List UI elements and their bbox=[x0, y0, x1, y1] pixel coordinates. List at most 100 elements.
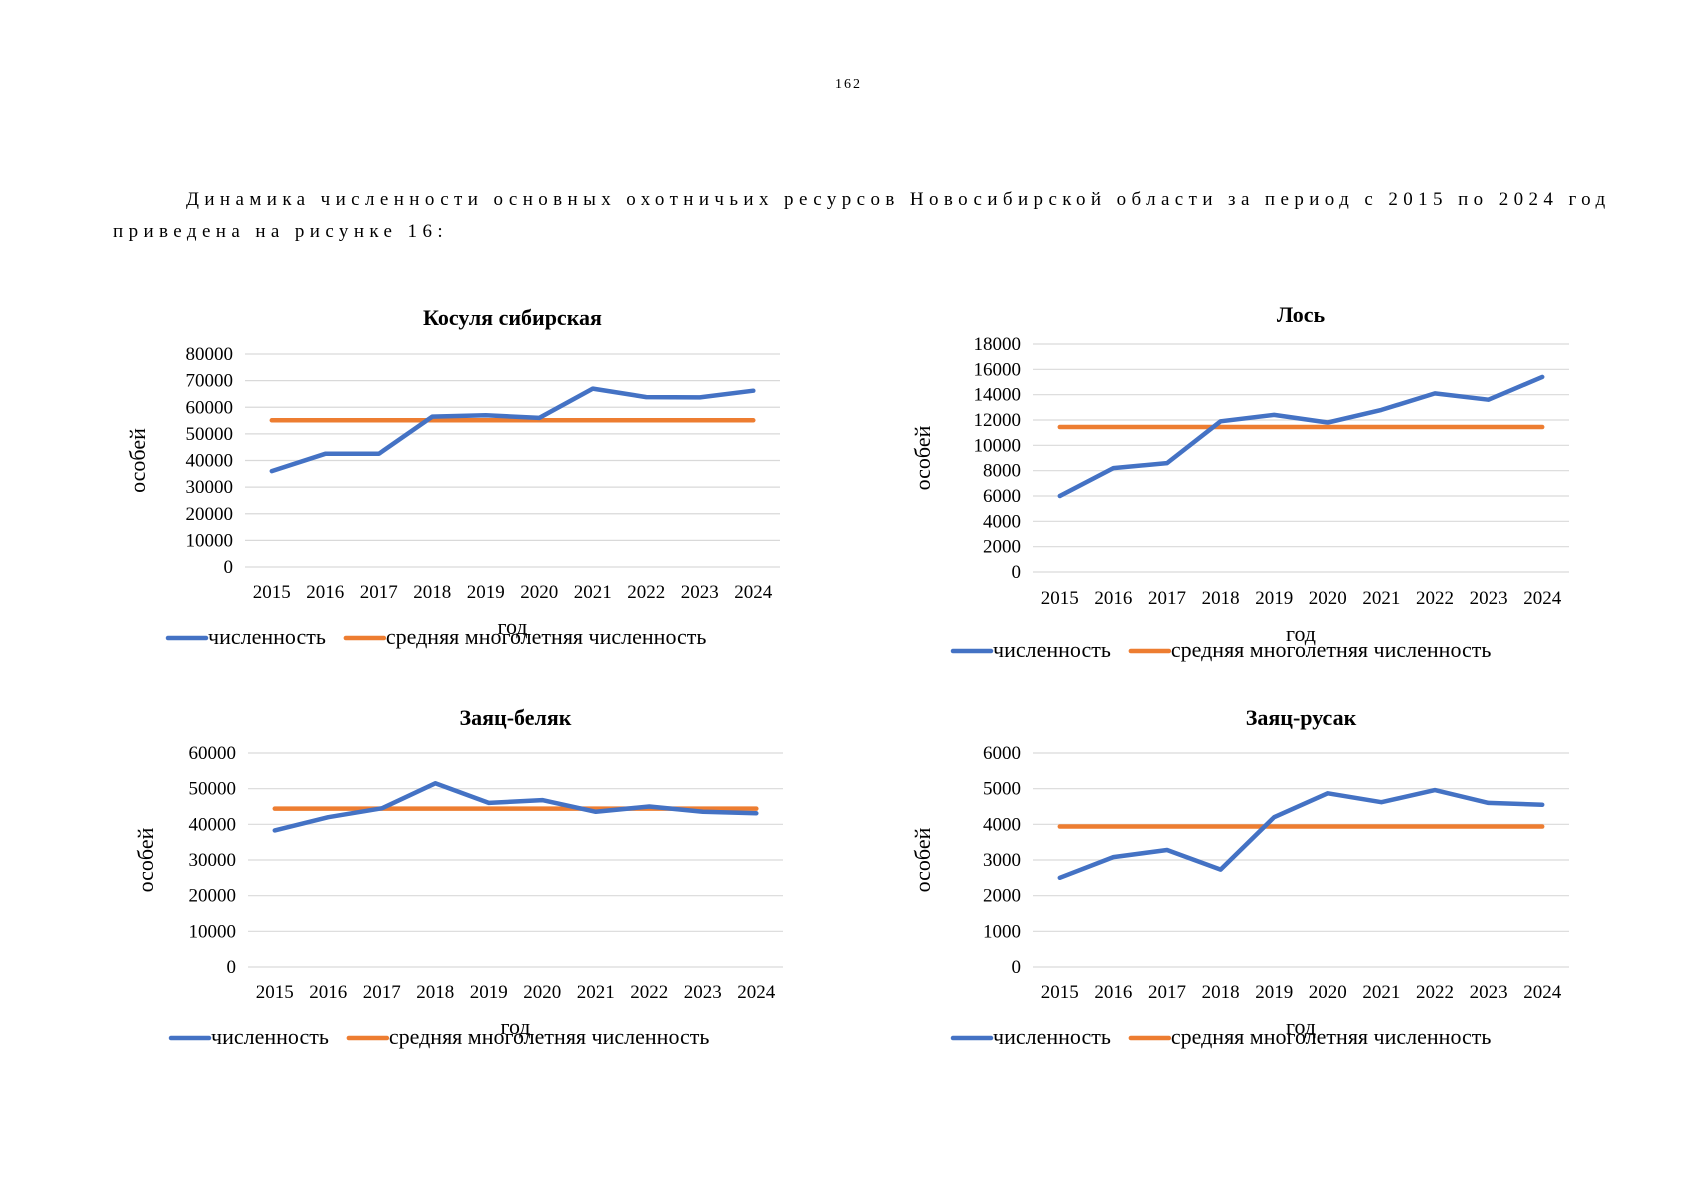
x-tick-label: 2021 bbox=[1362, 982, 1400, 1003]
y-tick-label: 80000 bbox=[186, 344, 234, 365]
y-tick-label: 20000 bbox=[186, 504, 234, 525]
x-tick-label: 2018 bbox=[1202, 982, 1240, 1003]
y-tick-label: 14000 bbox=[974, 385, 1022, 406]
y-tick-label: 40000 bbox=[189, 814, 237, 835]
x-tick-label: 2023 bbox=[1470, 588, 1508, 609]
chart-title: Заяц-беляк bbox=[460, 705, 572, 730]
legend-label: средняя многолетняя численность bbox=[1171, 1024, 1492, 1049]
x-tick-label: 2019 bbox=[1255, 588, 1293, 609]
x-tick-label: 2015 bbox=[253, 582, 291, 603]
y-tick-label: 10000 bbox=[974, 435, 1022, 456]
y-tick-label: 0 bbox=[1012, 562, 1022, 583]
y-tick-label: 60000 bbox=[186, 397, 234, 418]
x-tick-label: 2024 bbox=[1523, 588, 1562, 609]
series-count-line bbox=[272, 389, 754, 472]
x-tick-label: 2016 bbox=[309, 982, 347, 1003]
y-tick-label: 30000 bbox=[186, 477, 234, 498]
y-tick-label: 2000 bbox=[983, 537, 1021, 558]
x-tick-label: 2023 bbox=[684, 982, 722, 1003]
y-tick-label: 2000 bbox=[983, 886, 1021, 907]
y-tick-label: 0 bbox=[1012, 957, 1022, 978]
chart-svg: Заяц-беляк010000200003000040000500006000… bbox=[123, 700, 823, 1070]
y-tick-label: 16000 bbox=[974, 359, 1022, 380]
y-tick-label: 8000 bbox=[983, 461, 1021, 482]
y-tick-label: 18000 bbox=[974, 334, 1022, 355]
x-tick-label: 2022 bbox=[627, 582, 665, 603]
y-tick-label: 5000 bbox=[983, 779, 1021, 800]
x-tick-label: 2015 bbox=[1041, 982, 1079, 1003]
y-tick-label: 1000 bbox=[983, 921, 1021, 942]
y-axis-label: особей bbox=[910, 425, 935, 490]
page-number: 162 bbox=[0, 77, 1697, 93]
intro-line-2: приведена на рисунке 16: bbox=[113, 216, 1593, 248]
y-tick-label: 60000 bbox=[189, 743, 237, 764]
chart-svg: Заяц-русак 0 1000 2000 3000 4000 5000 6000 2015 2… bbox=[905, 700, 1605, 1070]
legend-label: средняя многолетняя численность bbox=[386, 624, 707, 649]
x-tick-label: 2020 bbox=[523, 982, 561, 1003]
chart-svg: Лось 0 2000 4000 6000 8000 10000 12000 14000 1600… bbox=[905, 297, 1605, 677]
legend-label: численность bbox=[993, 1024, 1111, 1049]
y-tick-label: 6000 bbox=[983, 486, 1021, 507]
x-tick-label: 2019 bbox=[470, 982, 508, 1003]
x-tick-label: 2018 bbox=[416, 982, 454, 1003]
x-tick-label: 2016 bbox=[1094, 982, 1132, 1003]
chart-european-hare: Заяц-русак 0 1000 2000 3000 4000 5000 6000 2015 2… bbox=[905, 700, 1605, 1070]
x-tick-label: 2018 bbox=[1202, 588, 1240, 609]
intro-line-1: Динамика численности основных охотничьих… bbox=[113, 184, 1593, 216]
x-tick-label: 2022 bbox=[1416, 588, 1454, 609]
x-tick-label: 2016 bbox=[306, 582, 344, 603]
y-axis-label: особей bbox=[910, 827, 935, 892]
y-axis-label: особей bbox=[125, 428, 150, 493]
y-tick-label: 3000 bbox=[983, 850, 1021, 871]
y-tick-label: 12000 bbox=[974, 410, 1022, 431]
y-tick-label: 50000 bbox=[189, 779, 237, 800]
y-tick-label: 70000 bbox=[186, 371, 234, 392]
x-tick-label: 2021 bbox=[1362, 588, 1400, 609]
y-tick-label: 4000 bbox=[983, 511, 1021, 532]
x-tick-label: 2020 bbox=[520, 582, 558, 603]
x-tick-label: 2024 bbox=[1523, 982, 1562, 1003]
x-tick-label: 2023 bbox=[1470, 982, 1508, 1003]
x-tick-label: 2021 bbox=[574, 582, 612, 603]
x-tick-label: 2017 bbox=[360, 582, 398, 603]
x-tick-label: 2015 bbox=[256, 982, 294, 1003]
y-tick-label: 4000 bbox=[983, 814, 1021, 835]
chart-title: Косуля сибирская bbox=[423, 305, 602, 330]
y-tick-label: 0 bbox=[227, 957, 237, 978]
x-tick-label: 2018 bbox=[413, 582, 451, 603]
x-tick-label: 2019 bbox=[1255, 982, 1293, 1003]
y-tick-label: 20000 bbox=[189, 886, 237, 907]
y-tick-label: 30000 bbox=[189, 850, 237, 871]
chart-moose: Лось 0 2000 4000 6000 8000 10000 12000 14000 1600… bbox=[905, 297, 1605, 677]
y-tick-label: 50000 bbox=[186, 424, 234, 445]
legend-label: численность bbox=[208, 624, 326, 649]
y-tick-label: 6000 bbox=[983, 743, 1021, 764]
x-tick-label: 2023 bbox=[681, 582, 719, 603]
x-tick-label: 2020 bbox=[1309, 982, 1347, 1003]
x-tick-label: 2022 bbox=[630, 982, 668, 1003]
legend-label: численность bbox=[211, 1024, 329, 1049]
x-tick-label: 2017 bbox=[363, 982, 401, 1003]
x-tick-label: 2021 bbox=[577, 982, 615, 1003]
chart-mountain-hare: Заяц-беляк 0 10000 20000 30000 40000 50000 6000… bbox=[123, 700, 823, 1070]
x-tick-label: 2024 bbox=[734, 582, 773, 603]
chart-svg: Косуля сибирская 0 10000 20000 30000 40000 500… bbox=[120, 300, 820, 670]
y-tick-label: 0 bbox=[224, 557, 234, 578]
legend-label: средняя многолетняя численность bbox=[389, 1024, 710, 1049]
legend-label: средняя многолетняя численность bbox=[1171, 637, 1492, 662]
x-tick-label: 2015 bbox=[1041, 588, 1079, 609]
chart-title: Лось bbox=[1277, 302, 1326, 327]
series-count-line bbox=[1060, 790, 1542, 878]
x-tick-label: 2016 bbox=[1094, 588, 1132, 609]
x-tick-label: 2020 bbox=[1309, 588, 1347, 609]
x-tick-label: 2019 bbox=[467, 582, 505, 603]
chart-title: Заяц-русак bbox=[1246, 705, 1357, 730]
intro-paragraph: Динамика численности основных охотничьих… bbox=[113, 184, 1593, 248]
y-tick-label: 10000 bbox=[186, 530, 234, 551]
x-tick-label: 2017 bbox=[1148, 588, 1186, 609]
x-tick-label: 2022 bbox=[1416, 982, 1454, 1003]
x-tick-label: 2017 bbox=[1148, 982, 1186, 1003]
y-tick-label: 40000 bbox=[186, 451, 234, 472]
y-axis-label: особей bbox=[133, 827, 158, 892]
x-tick-label: 2024 bbox=[737, 982, 776, 1003]
